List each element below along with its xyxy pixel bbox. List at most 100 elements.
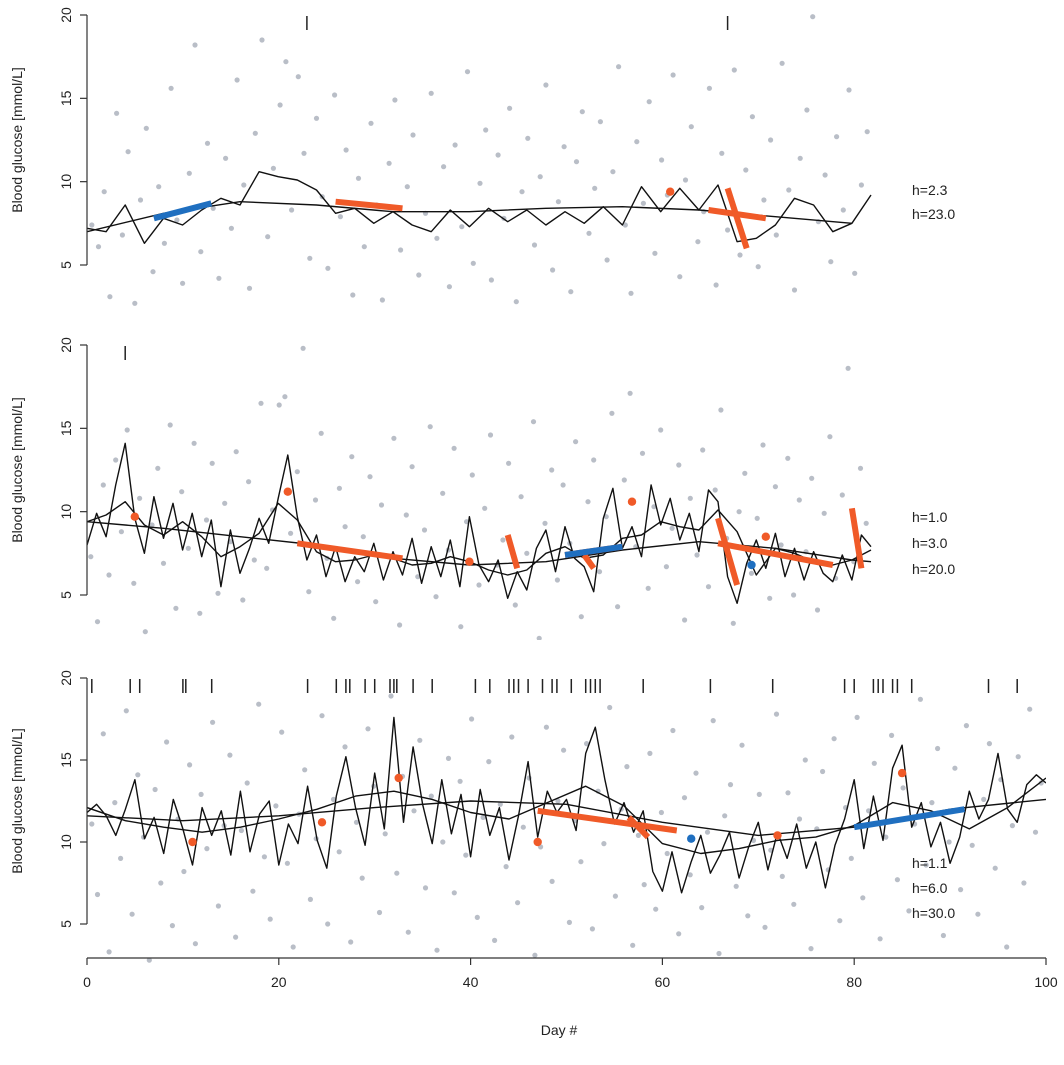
data-point: [727, 782, 734, 788]
data-point: [808, 946, 814, 952]
data-point: [367, 474, 373, 480]
data-point: [302, 767, 308, 773]
data-point: [131, 580, 137, 586]
data-point: [124, 427, 130, 433]
data-point: [95, 244, 102, 250]
data-point: [604, 257, 610, 263]
data-point: [828, 259, 834, 265]
data-point: [834, 134, 840, 140]
data-point: [113, 457, 119, 463]
data-point: [331, 615, 337, 621]
data-point: [167, 422, 173, 428]
data-point: [251, 557, 257, 563]
data-point: [409, 464, 415, 470]
data-point: [773, 711, 780, 717]
fit-line: [87, 777, 1046, 855]
data-point: [487, 432, 494, 438]
data-point: [722, 813, 728, 819]
data-point: [676, 462, 682, 468]
data-point: [433, 594, 439, 600]
data-point: [507, 105, 513, 111]
data-point: [283, 59, 289, 65]
data-point: [88, 554, 94, 560]
data-point: [864, 129, 870, 135]
bandwidth-label: h=23.0: [912, 206, 955, 222]
data-point: [100, 482, 106, 488]
data-points: [88, 345, 869, 640]
data-point: [258, 400, 264, 406]
data-point: [658, 809, 665, 816]
data-point: [209, 460, 215, 466]
data-point: [713, 282, 719, 288]
data-point: [106, 949, 112, 955]
data-point: [434, 235, 440, 241]
data-point: [1004, 944, 1010, 950]
rug-marks: [91, 679, 1018, 693]
data-point: [301, 150, 307, 156]
data-point: [342, 744, 348, 750]
data-point: [791, 901, 797, 907]
data-point: [388, 693, 394, 699]
data-point: [348, 939, 354, 945]
data-point: [458, 624, 464, 630]
data-point: [89, 222, 95, 228]
data-point: [238, 827, 244, 834]
x-tick-label: 20: [271, 974, 287, 990]
data-point: [894, 877, 901, 883]
data-point: [149, 522, 155, 528]
data-point: [802, 757, 808, 763]
data-point: [198, 791, 204, 798]
data-point: [555, 199, 562, 205]
data-point: [1027, 706, 1033, 712]
data-point: [276, 402, 282, 408]
data-point: [639, 450, 646, 456]
data-point: [164, 739, 170, 745]
data-point: [628, 290, 634, 296]
data-point: [1015, 754, 1021, 760]
data-point: [210, 719, 216, 725]
data-point: [118, 529, 124, 535]
data-point: [403, 512, 409, 518]
data-point: [451, 890, 457, 896]
data-point: [532, 952, 538, 958]
trend-segment: [853, 806, 965, 831]
y-tick-label: 5: [58, 261, 74, 269]
data-point: [477, 180, 483, 186]
data-point: [736, 509, 742, 515]
data-point: [222, 500, 228, 506]
panel-3: 5 10 15 20 Blood glucose [mmol/L] h=1.1 h=6.0 h…: [9, 670, 1058, 1038]
trend-segment: [715, 517, 740, 586]
data-point: [796, 497, 802, 503]
y-axis-title: Blood glucose [mmol/L]: [9, 67, 25, 213]
data-point: [360, 534, 366, 540]
data-point: [114, 110, 120, 116]
data-point: [252, 130, 258, 136]
data-point: [180, 280, 186, 286]
data-point: [767, 595, 773, 601]
data-point: [756, 791, 762, 798]
data-point: [434, 947, 440, 953]
panel-2: 5 10 15 20 Blood glucose [mmol/L] h=1.0 h=3.0 h…: [9, 337, 955, 640]
data-point: [786, 187, 792, 193]
data-point: [791, 287, 798, 293]
data-point: [125, 149, 131, 155]
data-point: [616, 64, 622, 70]
data-point: [761, 197, 767, 203]
data-point: [1009, 823, 1016, 829]
plot-area: [87, 693, 1046, 963]
data-point: [821, 510, 827, 516]
data-point: [216, 275, 222, 281]
data-point: [169, 923, 175, 929]
trend-segment: [504, 534, 521, 570]
data-point: [624, 764, 630, 770]
data-point: [760, 442, 766, 448]
data-point: [246, 479, 252, 485]
data-point: [749, 114, 756, 120]
data-point: [963, 723, 970, 729]
data-point: [536, 635, 542, 640]
data-point: [173, 605, 179, 611]
data-point: [612, 893, 619, 899]
data-point: [261, 854, 267, 860]
data-point: [857, 465, 864, 471]
data-point: [330, 796, 337, 803]
